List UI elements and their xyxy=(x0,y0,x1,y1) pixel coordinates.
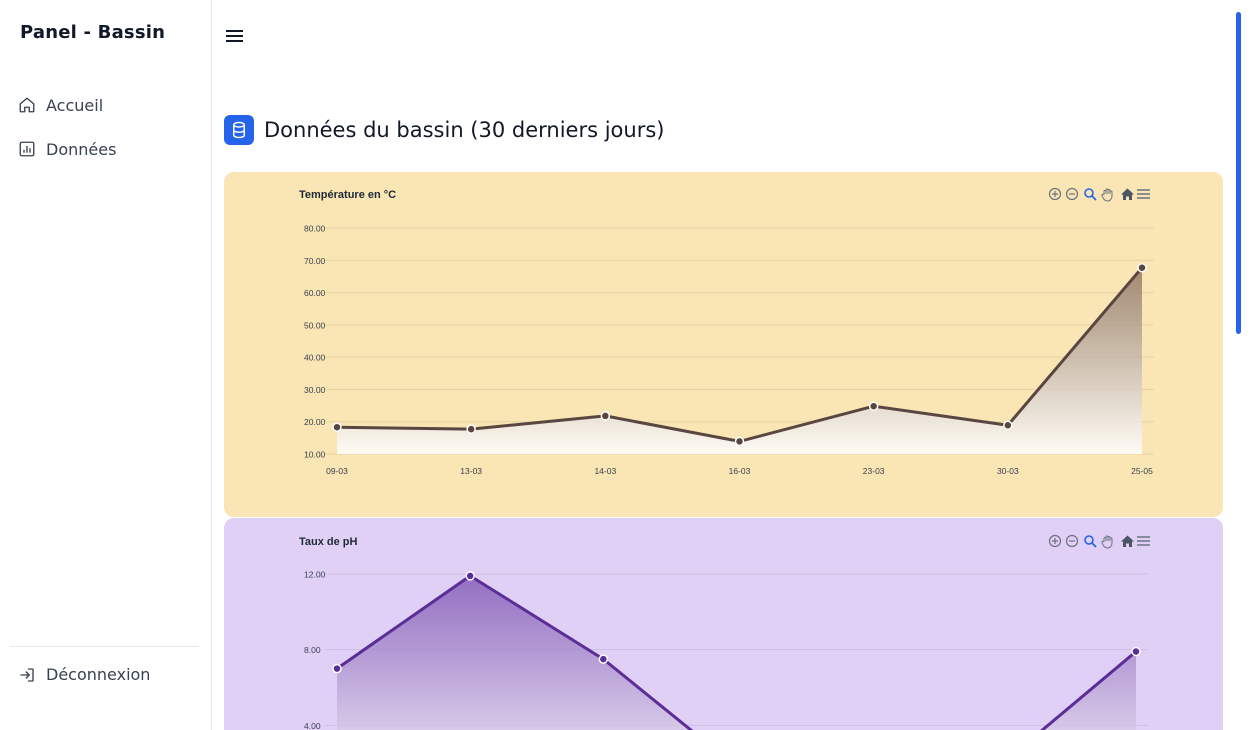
y-tick-label: 8.00 xyxy=(304,645,321,655)
chart-title: Taux de pH xyxy=(299,536,358,548)
sidebar-item-donnees[interactable]: Données xyxy=(18,136,198,162)
ph-chart-card: Taux de pH 4.00 8.00 12.00 xyxy=(224,518,1223,730)
series-area xyxy=(337,575,1136,730)
data-point[interactable] xyxy=(734,436,745,447)
zoom-out-icon[interactable] xyxy=(1065,534,1079,548)
scrollbar-thumb[interactable] xyxy=(1236,12,1241,334)
page-title-text: Données du bassin (30 derniers jours) xyxy=(264,118,665,142)
brand-title: Panel - Bassin xyxy=(20,22,166,43)
chart-toolbar xyxy=(1048,534,1150,549)
home-icon xyxy=(19,97,35,113)
data-point[interactable] xyxy=(1137,262,1147,273)
chart-title: Température en °C xyxy=(299,189,396,201)
sidebar-item-accueil[interactable]: Accueil xyxy=(18,92,198,118)
temperature-chart-card: Température en °C 10.00 20.00 30.00 40.00 50.… xyxy=(224,172,1223,517)
data-point[interactable] xyxy=(465,571,475,581)
data-point[interactable] xyxy=(868,401,879,411)
x-tick-label: 16-03 xyxy=(729,466,751,476)
menu-toggle-button[interactable] xyxy=(224,26,246,46)
data-point[interactable] xyxy=(332,663,342,674)
y-tick-label: 60.00 xyxy=(304,288,326,298)
y-tick-label: 80.00 xyxy=(304,224,326,234)
sidebar-nav: Accueil Données xyxy=(18,92,198,180)
logout-button[interactable]: Déconnexion xyxy=(18,665,150,684)
reset-home-icon[interactable] xyxy=(1121,535,1134,548)
x-tick-label: 13-03 xyxy=(460,466,482,476)
x-tick-label: 09-03 xyxy=(326,466,348,476)
menu-icon[interactable] xyxy=(1137,536,1150,546)
y-tick-label: 12.00 xyxy=(304,570,326,580)
sidebar-item-label: Données xyxy=(46,139,117,159)
y-tick-label: 50.00 xyxy=(304,320,326,330)
y-tick-label: 20.00 xyxy=(304,417,326,427)
data-point[interactable] xyxy=(332,422,342,432)
temperature-chart: Température en °C 10.00 20.00 30.00 40.00 50.… xyxy=(299,187,1154,476)
pan-icon[interactable] xyxy=(1101,535,1113,549)
x-tick-label: 30-03 xyxy=(997,466,1019,476)
zoom-in-icon[interactable] xyxy=(1048,534,1062,548)
data-point[interactable] xyxy=(600,411,611,421)
zoom-select-icon[interactable] xyxy=(1084,535,1097,548)
sidebar: Panel - Bassin Accueil Données xyxy=(0,0,212,730)
x-tick-label: 23-03 xyxy=(863,466,885,476)
zoom-select-icon[interactable] xyxy=(1084,188,1097,201)
data-point[interactable] xyxy=(1131,646,1141,657)
zoom-out-icon[interactable] xyxy=(1065,187,1079,201)
zoom-in-icon[interactable] xyxy=(1048,187,1062,201)
page-title: Données du bassin (30 derniers jours) xyxy=(224,115,665,145)
logout-label: Déconnexion xyxy=(46,665,151,684)
data-point[interactable] xyxy=(598,654,609,664)
series-area xyxy=(337,267,1142,454)
data-point[interactable] xyxy=(466,424,476,434)
x-tick-label: 14-03 xyxy=(594,466,616,476)
y-tick-label: 4.00 xyxy=(304,721,321,730)
data-point[interactable] xyxy=(1003,420,1013,431)
y-tick-label: 70.00 xyxy=(304,256,326,266)
x-tick-label: 25-05 xyxy=(1131,466,1153,476)
bar-chart-icon xyxy=(19,141,35,157)
reset-home-icon[interactable] xyxy=(1121,188,1134,201)
database-icon xyxy=(224,115,254,145)
y-tick-label: 10.00 xyxy=(304,450,326,460)
logout-icon xyxy=(20,667,34,682)
y-tick-label: 40.00 xyxy=(304,353,326,363)
ph-chart: Taux de pH 4.00 8.00 12.00 xyxy=(299,534,1150,730)
chart-toolbar xyxy=(1048,187,1150,202)
y-tick-label: 30.00 xyxy=(304,385,326,395)
pan-icon[interactable] xyxy=(1101,188,1113,202)
sidebar-divider xyxy=(10,646,199,647)
menu-icon[interactable] xyxy=(1137,189,1150,199)
sidebar-item-label: Accueil xyxy=(46,95,104,115)
main-content: Données du bassin (30 derniers jours) Te… xyxy=(212,0,1234,730)
hamburger-icon xyxy=(226,30,243,42)
